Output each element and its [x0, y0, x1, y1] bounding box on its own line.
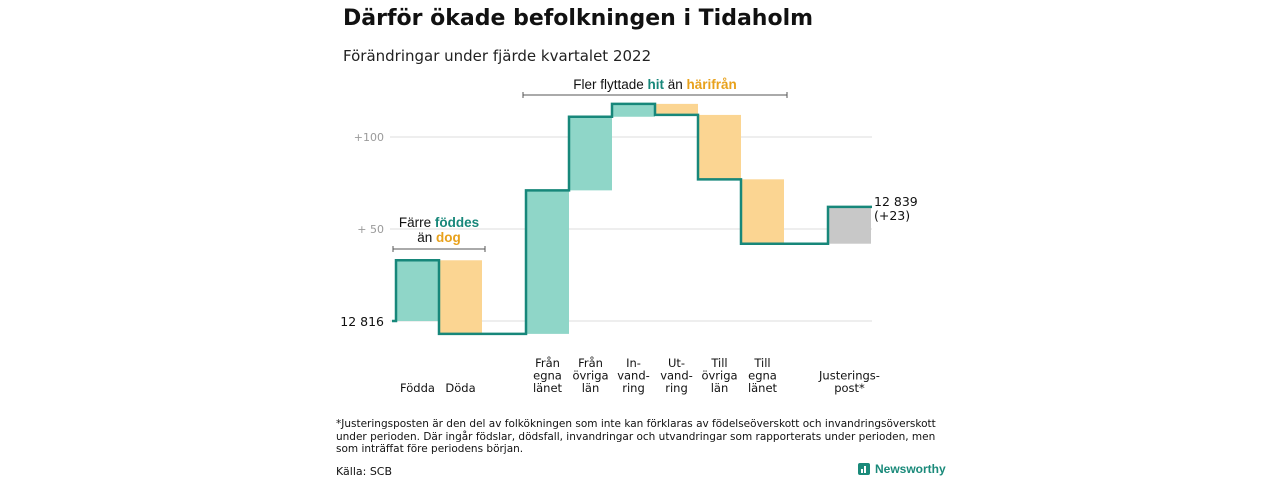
newsworthy-logo: Newsworthy — [858, 462, 946, 476]
source-label: Källa: SCB — [336, 465, 393, 478]
category-label: Till — [710, 356, 727, 370]
bar — [612, 103, 655, 117]
category-label: övriga — [701, 369, 737, 383]
category-label: Till — [753, 356, 770, 370]
bar — [526, 190, 569, 334]
category-label: län — [582, 381, 600, 395]
annotation-births-deaths: Färre föddes — [399, 215, 479, 230]
bar — [741, 179, 784, 244]
category-label: Födda — [400, 381, 435, 395]
end-change-label: (+23) — [874, 208, 910, 223]
logo-text: Newsworthy — [875, 462, 946, 476]
category-label: Ut- — [668, 356, 685, 370]
cumulative-line — [392, 102, 872, 336]
chart-subtitle: Förändringar under fjärde kvartalet 2022 — [343, 47, 652, 65]
category-label: Justerings- — [818, 369, 880, 383]
end-value-label: 12 839 — [874, 194, 918, 209]
category-label: övriga — [572, 369, 608, 383]
category-label: län — [711, 381, 729, 395]
bar — [655, 103, 698, 115]
category-label: In- — [626, 356, 641, 370]
start-value-label: 12 816 — [340, 314, 384, 329]
category-label: egna — [748, 369, 777, 383]
category-label: Från — [578, 356, 603, 370]
category-label: vand- — [617, 369, 650, 383]
category-label: egna — [533, 369, 562, 383]
annotation-migration: Fler flyttade hit än härifrån — [573, 77, 737, 92]
bar — [698, 114, 741, 180]
category-label: post* — [834, 381, 865, 395]
category-label: länet — [533, 381, 563, 395]
y-tick-label: + 50 — [357, 223, 384, 236]
bar — [396, 260, 439, 321]
annotation-births-deaths-line2: än dog — [417, 230, 461, 245]
category-label: ring — [665, 381, 688, 395]
category-label: ring — [622, 381, 645, 395]
category-label: Döda — [445, 381, 475, 395]
category-label: Från — [535, 356, 560, 370]
category-label: länet — [748, 381, 778, 395]
bar — [828, 206, 871, 244]
footnote: *Justeringsposten är den del av folkökni… — [336, 418, 936, 455]
bar — [439, 260, 482, 334]
chart-title: Därför ökade befolkningen i Tidaholm — [343, 6, 814, 31]
bar — [569, 116, 612, 191]
bar-chart-icon — [858, 463, 870, 475]
y-tick-label: +100 — [354, 131, 384, 144]
category-label: vand- — [660, 369, 693, 383]
